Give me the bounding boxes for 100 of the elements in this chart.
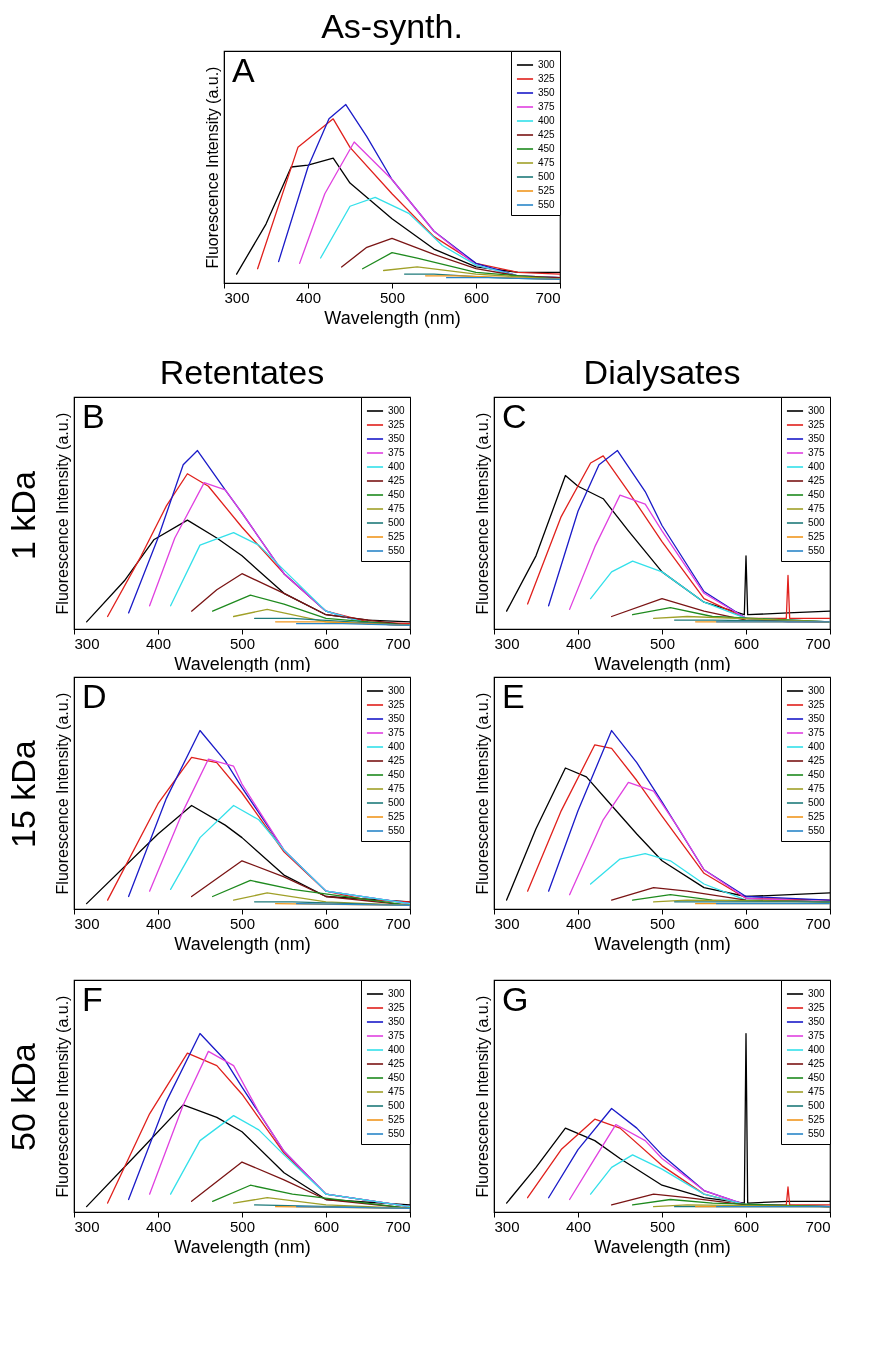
legend-label: 325 <box>808 1002 826 1013</box>
legend-label: 425 <box>388 1058 406 1069</box>
text: 15 kDa <box>2 739 43 850</box>
y-axis-title: Fluorescence Intensity (a.u.) <box>473 412 491 615</box>
legend-label: 375 <box>808 1030 826 1041</box>
legend-label: 500 <box>808 517 826 528</box>
legend-label: 350 <box>808 433 826 444</box>
legend-label: 375 <box>388 727 406 738</box>
x-tick-label: 600 <box>733 914 760 932</box>
x-tick-label: 700 <box>535 288 561 306</box>
legend-label: 550 <box>388 825 406 836</box>
x-tick-label: 300 <box>74 634 100 652</box>
legend-label: 475 <box>808 503 826 514</box>
legend-label: 550 <box>538 199 556 210</box>
legend-label: 350 <box>388 1016 406 1027</box>
x-axis-title: Wavelength (nm) <box>174 1236 311 1257</box>
legend-label: 300 <box>808 685 826 696</box>
legend-label: 450 <box>388 489 406 500</box>
legend-label: 400 <box>388 461 406 472</box>
legend-label: 475 <box>388 503 406 514</box>
y-axis-title: Fluorescence Intensity (a.u.) <box>473 995 491 1198</box>
legend-label: 525 <box>808 531 826 542</box>
x-axis-title: Wavelength (nm) <box>174 933 311 954</box>
y-axis-title: Fluorescence Intensity (a.u.) <box>53 692 71 895</box>
legend-label: 350 <box>808 1016 826 1027</box>
legend-label: 325 <box>388 1002 406 1013</box>
y-axis-title: Fluorescence Intensity (a.u.) <box>203 66 221 269</box>
legend-label: 300 <box>388 405 406 416</box>
legend-label: 450 <box>388 1072 406 1083</box>
legend-label: 375 <box>808 727 826 738</box>
x-tick-label: 300 <box>74 914 100 932</box>
legend-label: 450 <box>808 1072 826 1083</box>
legend-label: 350 <box>388 433 406 444</box>
x-tick-label: 400 <box>295 288 322 306</box>
x-tick-label: 700 <box>805 634 831 652</box>
y-axis-title: Fluorescence Intensity (a.u.) <box>53 412 71 615</box>
text: F <box>82 980 103 1018</box>
legend-label: 425 <box>808 755 826 766</box>
x-tick-label: 600 <box>733 1217 760 1235</box>
legend-label: 475 <box>808 783 826 794</box>
legend-label: 300 <box>388 685 406 696</box>
legend-label: 325 <box>808 419 826 430</box>
x-tick-label: 500 <box>229 634 256 652</box>
x-tick-label: 500 <box>229 1217 256 1235</box>
legend-label: 500 <box>808 797 826 808</box>
x-tick-label: 500 <box>649 1217 676 1235</box>
x-tick-label: 300 <box>494 634 520 652</box>
legend-label: 500 <box>388 797 406 808</box>
legend-label: 300 <box>388 988 406 999</box>
x-tick-label: 500 <box>649 634 676 652</box>
legend-label: 525 <box>808 1114 826 1125</box>
legend-label: 400 <box>538 115 556 126</box>
text: 50 kDa <box>2 1042 43 1153</box>
x-tick-label: 400 <box>145 634 172 652</box>
legend-label: 300 <box>538 59 556 70</box>
text: E <box>502 677 525 715</box>
legend-label: 450 <box>808 769 826 780</box>
legend-label: 400 <box>808 1044 826 1055</box>
x-tick-label: 400 <box>565 1217 592 1235</box>
legend-label: 375 <box>808 447 826 458</box>
x-tick-label: 300 <box>224 288 250 306</box>
x-tick-label: 400 <box>145 1217 172 1235</box>
legend-label: 550 <box>808 545 826 556</box>
legend-label: 525 <box>388 531 406 542</box>
legend-label: 525 <box>388 1114 406 1125</box>
legend-label: 350 <box>388 713 406 724</box>
x-tick-label: 700 <box>805 914 831 932</box>
text: C <box>502 397 527 435</box>
y-axis-title: Fluorescence Intensity (a.u.) <box>473 692 491 895</box>
legend-label: 425 <box>538 129 556 140</box>
x-tick-label: 400 <box>565 634 592 652</box>
legend-label: 425 <box>388 475 406 486</box>
legend-label: 325 <box>538 73 556 84</box>
x-tick-label: 600 <box>313 914 340 932</box>
legend-label: 525 <box>538 185 556 196</box>
x-tick-label: 300 <box>494 1217 520 1235</box>
text: A <box>232 51 255 89</box>
x-tick-label: 500 <box>649 914 676 932</box>
x-tick-label: 500 <box>229 914 256 932</box>
x-tick-label: 600 <box>463 288 490 306</box>
legend-label: 350 <box>538 87 556 98</box>
text: D <box>82 677 107 715</box>
legend-label: 500 <box>388 1100 406 1111</box>
legend-label: 525 <box>808 811 826 822</box>
x-tick-label: 300 <box>494 914 520 932</box>
legend-label: 325 <box>388 419 406 430</box>
legend-label: 475 <box>388 783 406 794</box>
legend-label: 325 <box>808 699 826 710</box>
y-axis-title: Fluorescence Intensity (a.u.) <box>53 995 71 1198</box>
legend-label: 300 <box>808 988 826 999</box>
chart-title: Retentates <box>159 352 325 391</box>
text: 1 kDa <box>2 470 43 563</box>
legend-label: 500 <box>388 517 406 528</box>
legend-label: 400 <box>808 741 826 752</box>
legend-label: 450 <box>808 489 826 500</box>
legend-label: 400 <box>388 1044 406 1055</box>
text: G <box>502 980 529 1018</box>
x-tick-label: 700 <box>385 634 411 652</box>
legend-label: 400 <box>388 741 406 752</box>
chart-title: As-synth. <box>321 6 463 45</box>
